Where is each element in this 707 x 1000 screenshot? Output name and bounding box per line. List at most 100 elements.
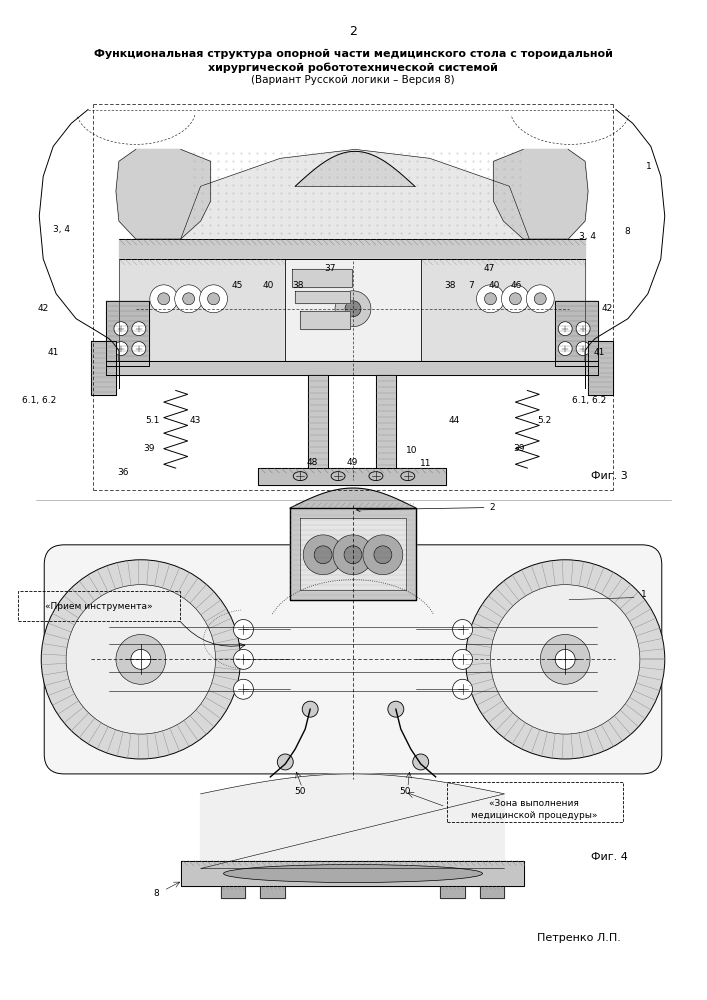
Polygon shape (221, 886, 245, 898)
Circle shape (132, 322, 146, 336)
Text: 7: 7 (469, 281, 474, 290)
Circle shape (302, 701, 318, 717)
Circle shape (559, 322, 572, 336)
Text: 47: 47 (484, 264, 495, 273)
Text: 38: 38 (444, 281, 455, 290)
Text: 42: 42 (37, 304, 49, 313)
Circle shape (555, 649, 575, 669)
Circle shape (526, 285, 554, 313)
FancyBboxPatch shape (45, 545, 662, 774)
Polygon shape (300, 518, 406, 590)
Text: 41: 41 (593, 348, 604, 357)
Text: 45: 45 (232, 281, 243, 290)
Polygon shape (181, 149, 530, 239)
Polygon shape (493, 149, 588, 239)
Circle shape (413, 754, 428, 770)
Text: 8: 8 (624, 227, 630, 236)
Polygon shape (91, 341, 116, 395)
Circle shape (116, 634, 165, 684)
Text: 43: 43 (190, 416, 201, 425)
Circle shape (333, 535, 373, 575)
Text: Функциональная структура опорной части медицинского стола с тороидальной: Функциональная структура опорной части м… (93, 49, 612, 59)
Polygon shape (291, 488, 416, 508)
Circle shape (158, 293, 170, 305)
Circle shape (303, 535, 343, 575)
Text: 37: 37 (325, 264, 336, 273)
Circle shape (41, 560, 240, 759)
Text: 1: 1 (646, 162, 652, 171)
Circle shape (576, 342, 590, 356)
Text: Фиг. 3: Фиг. 3 (590, 471, 627, 481)
Text: 39: 39 (143, 444, 155, 453)
Text: 8: 8 (153, 889, 158, 898)
Polygon shape (106, 301, 148, 366)
Circle shape (477, 285, 504, 313)
Polygon shape (421, 259, 585, 361)
Text: 6.1, 6.2: 6.1, 6.2 (22, 396, 57, 405)
Circle shape (114, 342, 128, 356)
Polygon shape (588, 341, 613, 395)
Circle shape (314, 546, 332, 564)
Circle shape (345, 301, 361, 317)
Circle shape (576, 322, 590, 336)
Polygon shape (258, 468, 445, 485)
Text: Петренко Л.П.: Петренко Л.П. (537, 933, 621, 943)
Text: 40: 40 (262, 281, 274, 290)
Text: 2: 2 (356, 503, 495, 512)
Circle shape (452, 679, 472, 699)
Circle shape (182, 293, 194, 305)
Text: 49: 49 (346, 458, 358, 467)
Text: 36: 36 (117, 468, 129, 477)
Polygon shape (119, 239, 585, 259)
Text: 1: 1 (641, 590, 647, 599)
Circle shape (233, 649, 253, 669)
Text: 3, 4: 3, 4 (578, 232, 595, 241)
Circle shape (175, 285, 203, 313)
Text: 41: 41 (47, 348, 59, 357)
Polygon shape (116, 149, 211, 239)
Text: 10: 10 (406, 446, 418, 455)
Circle shape (199, 285, 228, 313)
Text: 50: 50 (294, 787, 306, 796)
Circle shape (335, 291, 371, 327)
Circle shape (208, 293, 220, 305)
Polygon shape (119, 259, 285, 361)
Circle shape (132, 342, 146, 356)
Polygon shape (181, 861, 525, 886)
Circle shape (559, 342, 572, 356)
Circle shape (491, 585, 640, 734)
Polygon shape (285, 259, 421, 361)
Circle shape (452, 620, 472, 639)
Circle shape (363, 535, 403, 575)
Text: 48: 48 (306, 458, 318, 467)
Text: 46: 46 (510, 281, 522, 290)
Circle shape (374, 546, 392, 564)
Text: 5.2: 5.2 (537, 416, 551, 425)
Circle shape (501, 285, 530, 313)
Polygon shape (479, 886, 504, 898)
Text: «Зона выполнения: «Зона выполнения (489, 799, 579, 808)
Circle shape (388, 701, 404, 717)
Ellipse shape (223, 865, 482, 882)
Polygon shape (440, 886, 464, 898)
Circle shape (540, 634, 590, 684)
Circle shape (233, 620, 253, 639)
Text: Фиг. 4: Фиг. 4 (590, 852, 627, 862)
Circle shape (534, 293, 547, 305)
Polygon shape (106, 361, 598, 375)
Text: 11: 11 (420, 459, 431, 468)
Circle shape (150, 285, 177, 313)
Text: хирургической робототехнической системой: хирургической робототехнической системой (208, 62, 498, 73)
Circle shape (452, 649, 472, 669)
Text: 40: 40 (489, 281, 500, 290)
Text: 2: 2 (349, 25, 357, 38)
Polygon shape (555, 301, 598, 366)
Text: медицинской процедуры»: медицинской процедуры» (471, 811, 597, 820)
Text: 38: 38 (293, 281, 304, 290)
Circle shape (233, 679, 253, 699)
Circle shape (277, 754, 293, 770)
Polygon shape (201, 774, 504, 869)
Circle shape (344, 546, 362, 564)
Polygon shape (296, 291, 350, 303)
Text: «Прием инструмента»: «Прием инструмента» (45, 602, 153, 611)
